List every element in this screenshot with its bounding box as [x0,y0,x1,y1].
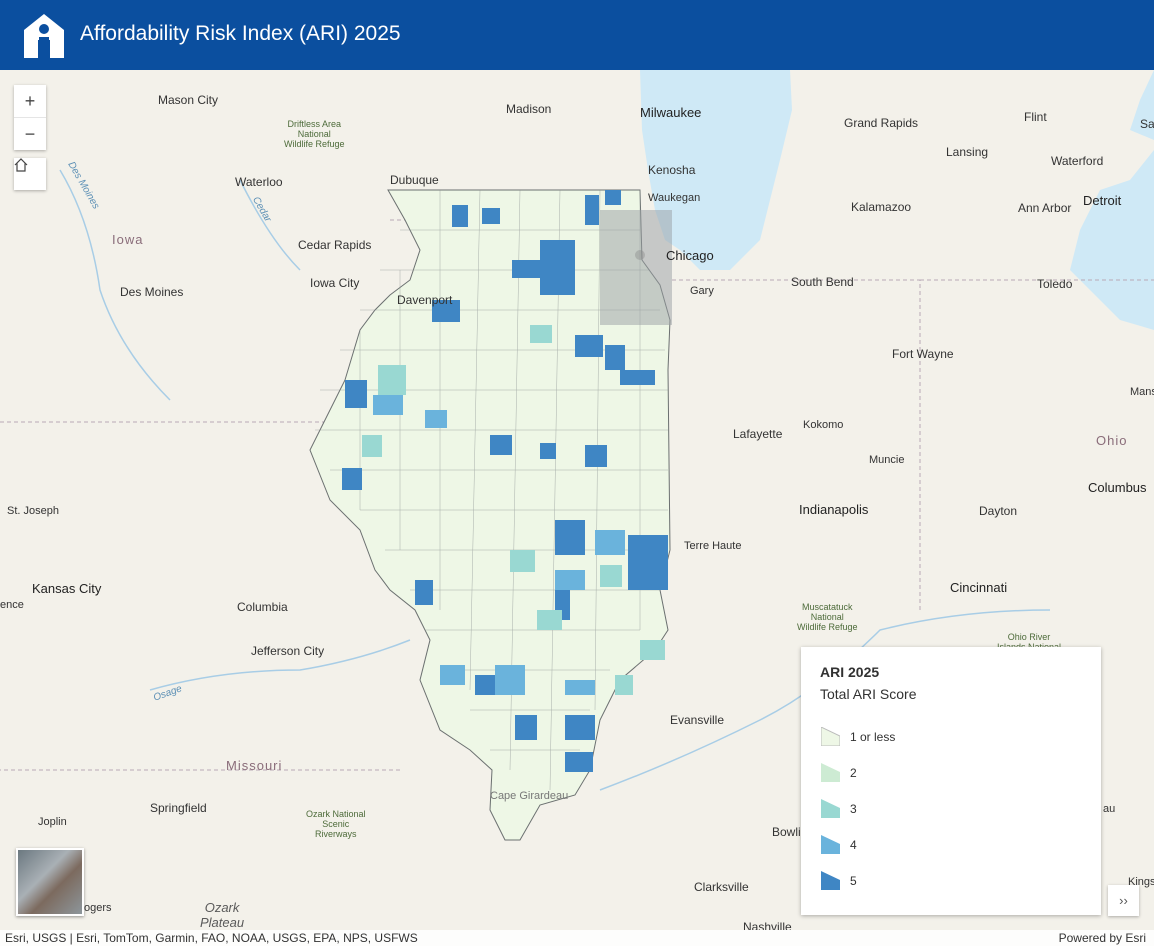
park-label: Driftless Area National Wildlife Refuge [284,119,345,149]
legend-item: 2 [821,763,857,782]
city-label: Kokomo [803,419,844,431]
city-label: Terre Haute [684,540,742,552]
city-label: ogers [84,902,112,914]
city-label: Detroit [1083,193,1122,208]
swatch-icon [821,871,840,890]
map-view[interactable]: Mason City Madison Milwaukee Grand Rapid… [0,70,1154,930]
city-label: Iowa City [310,276,360,290]
zoom-in-button[interactable]: + [14,85,46,118]
city-label: South Bend [791,275,854,289]
legend-panel: ARI 2025 Total ARI Score 1 or less 2 3 4… [801,647,1101,915]
attribution-bar: Esri, USGS | Esri, TomTom, Garmin, FAO, … [0,930,1154,946]
city-label: Milwaukee [640,105,702,120]
powered-by[interactable]: Powered by Esri [1058,931,1146,945]
city-label: Indianapolis [799,502,869,517]
logo-icon [24,14,64,58]
ari-polygons [342,190,668,772]
city-label: Davenport [397,293,453,307]
city-label: Sar [1140,117,1154,131]
city-label: Waterloo [235,175,283,189]
city-label: Mans [1130,386,1154,398]
city-label: Springfield [150,801,207,815]
zoom-out-button[interactable]: − [24,123,36,144]
app-header: Affordability Risk Index (ARI) 2025 [0,0,1154,70]
city-label: Waukegan [648,192,701,204]
page-title: Affordability Risk Index (ARI) 2025 [80,22,401,45]
city-label: Columbus [1088,480,1147,495]
home-button[interactable] [14,158,46,190]
city-label: Mason City [158,93,219,107]
city-label: ence [0,599,24,611]
city-label: Chicago [666,248,714,263]
city-label: Cincinnati [950,580,1008,595]
city-label: Muncie [869,454,905,466]
legend-label: 1 or less [850,729,896,744]
city-label: Kalamazoo [851,200,912,214]
city-label: Des Moines [120,285,184,299]
legend-title: ARI 2025 [820,664,880,680]
legend-label: 5 [850,873,857,888]
city-label: Kansas City [32,581,102,596]
legend-label: 3 [850,801,857,816]
state-label: Ohio [1096,433,1128,448]
region-label: Ozark Plateau [200,900,245,930]
legend-item: 4 [821,835,857,854]
city-label: Gary [690,285,714,297]
swatch-icon [821,799,840,818]
city-label: Cape Girardeau [490,790,569,802]
city-label: Madison [506,102,552,116]
city-label: Flint [1024,110,1047,124]
home-icon [14,158,28,172]
city-label: Dayton [979,504,1018,518]
city-label: St. Joseph [7,505,59,517]
zoom-controls: + − [14,85,46,150]
park-label: Ozark National Scenic Riverways [306,809,366,839]
city-label: Nashville [743,920,792,930]
city-label: Jefferson City [251,644,325,658]
home-control [14,158,46,190]
city-label: Clarksville [694,880,749,894]
city-label: Lansing [946,145,989,159]
legend-label: 4 [850,837,857,852]
legend-item: 1 or less [821,727,895,746]
legend-label: 2 [850,765,857,780]
city-label: Kenosha [648,163,696,177]
attribution-text[interactable]: Esri, USGS | Esri, TomTom, Garmin, FAO, … [5,931,418,945]
city-label: Columbia [237,600,288,614]
park-label: Muscatatuck National Wildlife Refuge [797,602,858,632]
city-label: Waterford [1051,154,1104,168]
basemap-toggle[interactable] [16,848,84,916]
state-label: Iowa [112,232,144,247]
legend-item: 3 [821,799,857,818]
city-label: Ann Arbor [1018,201,1072,215]
swatch-icon [821,835,840,854]
expand-button[interactable]: ›› [1108,885,1139,916]
swatch-icon [821,763,840,782]
swatch-icon [821,727,840,746]
legend-subtitle: Total ARI Score [820,686,917,702]
city-label: Bowlin [772,825,808,839]
city-label: Cedar Rapids [298,238,372,252]
city-label: Joplin [38,816,67,828]
legend-item: 5 [821,871,857,890]
city-label: au [1103,803,1116,815]
city-label: Fort Wayne [892,347,954,361]
city-label: Toledo [1037,277,1073,291]
city-label: Dubuque [390,173,439,187]
city-label: Lafayette [733,427,783,441]
city-label: Evansville [670,713,725,727]
state-label: Missouri [226,758,283,773]
city-label: Grand Rapids [844,116,919,130]
